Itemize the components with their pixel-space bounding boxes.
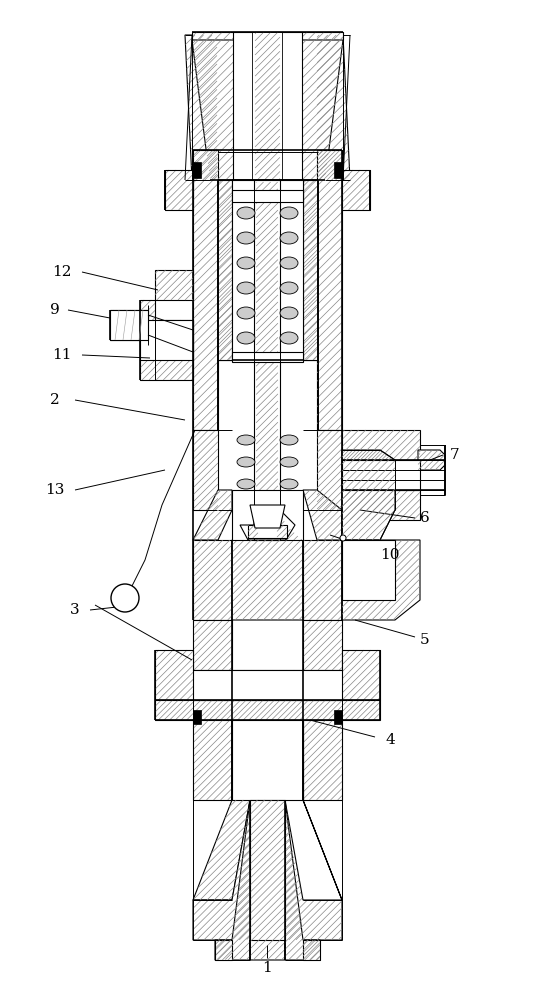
PathPatch shape xyxy=(193,800,250,900)
PathPatch shape xyxy=(215,800,320,960)
Ellipse shape xyxy=(237,435,255,445)
Circle shape xyxy=(111,584,139,612)
PathPatch shape xyxy=(185,35,217,180)
Polygon shape xyxy=(232,352,303,362)
PathPatch shape xyxy=(155,650,380,700)
Text: 2: 2 xyxy=(50,393,60,407)
Polygon shape xyxy=(232,720,303,800)
Text: 4: 4 xyxy=(385,733,395,747)
Ellipse shape xyxy=(280,435,298,445)
Polygon shape xyxy=(232,190,303,202)
Polygon shape xyxy=(193,670,342,700)
Polygon shape xyxy=(252,32,282,180)
Polygon shape xyxy=(342,460,420,490)
PathPatch shape xyxy=(193,540,232,620)
PathPatch shape xyxy=(303,490,342,540)
PathPatch shape xyxy=(215,940,232,960)
PathPatch shape xyxy=(342,170,370,210)
Polygon shape xyxy=(232,490,303,540)
PathPatch shape xyxy=(285,800,342,900)
Ellipse shape xyxy=(280,282,298,294)
PathPatch shape xyxy=(418,450,445,470)
Polygon shape xyxy=(140,320,193,360)
Ellipse shape xyxy=(237,457,255,467)
Ellipse shape xyxy=(237,332,255,344)
Ellipse shape xyxy=(280,457,298,467)
Polygon shape xyxy=(250,800,285,940)
Polygon shape xyxy=(250,505,285,528)
Text: 13: 13 xyxy=(45,483,65,497)
Polygon shape xyxy=(248,525,287,538)
Bar xyxy=(193,162,201,178)
PathPatch shape xyxy=(342,490,420,520)
Text: 3: 3 xyxy=(70,603,80,617)
PathPatch shape xyxy=(155,700,380,720)
Ellipse shape xyxy=(280,332,298,344)
Polygon shape xyxy=(254,180,280,540)
PathPatch shape xyxy=(342,430,420,460)
PathPatch shape xyxy=(140,300,193,380)
PathPatch shape xyxy=(193,430,218,510)
PathPatch shape xyxy=(193,150,232,430)
Ellipse shape xyxy=(280,207,298,219)
PathPatch shape xyxy=(193,800,342,940)
PathPatch shape xyxy=(165,170,193,210)
Text: 6: 6 xyxy=(420,511,430,525)
PathPatch shape xyxy=(256,182,278,538)
PathPatch shape xyxy=(317,430,342,510)
PathPatch shape xyxy=(155,270,193,300)
PathPatch shape xyxy=(217,180,232,360)
PathPatch shape xyxy=(248,525,258,538)
PathPatch shape xyxy=(192,32,343,40)
Polygon shape xyxy=(342,540,395,600)
Ellipse shape xyxy=(280,257,298,269)
PathPatch shape xyxy=(303,150,342,430)
Circle shape xyxy=(340,535,346,541)
PathPatch shape xyxy=(110,310,148,340)
PathPatch shape xyxy=(192,40,343,180)
Bar xyxy=(334,710,342,724)
Polygon shape xyxy=(232,180,303,360)
Text: 9: 9 xyxy=(50,303,60,317)
Bar xyxy=(334,162,342,178)
Polygon shape xyxy=(110,310,148,340)
PathPatch shape xyxy=(232,510,303,620)
PathPatch shape xyxy=(303,940,320,960)
Ellipse shape xyxy=(237,257,255,269)
Ellipse shape xyxy=(280,307,298,319)
PathPatch shape xyxy=(193,720,232,800)
Text: 11: 11 xyxy=(52,348,72,362)
Ellipse shape xyxy=(237,479,255,489)
Ellipse shape xyxy=(237,232,255,244)
Text: 7: 7 xyxy=(450,448,460,462)
PathPatch shape xyxy=(303,720,342,800)
PathPatch shape xyxy=(342,540,420,620)
Polygon shape xyxy=(233,32,302,180)
Ellipse shape xyxy=(280,479,298,489)
PathPatch shape xyxy=(193,490,232,540)
PathPatch shape xyxy=(193,620,232,700)
PathPatch shape xyxy=(255,32,280,180)
Text: 5: 5 xyxy=(420,633,430,647)
PathPatch shape xyxy=(342,450,395,540)
PathPatch shape xyxy=(303,180,318,360)
Text: 10: 10 xyxy=(380,548,400,562)
Ellipse shape xyxy=(237,207,255,219)
PathPatch shape xyxy=(317,35,350,180)
Polygon shape xyxy=(240,510,295,540)
Bar xyxy=(193,710,201,724)
Ellipse shape xyxy=(280,232,298,244)
Ellipse shape xyxy=(237,307,255,319)
PathPatch shape xyxy=(303,540,342,620)
PathPatch shape xyxy=(303,620,342,700)
Text: 12: 12 xyxy=(52,265,72,279)
Ellipse shape xyxy=(237,282,255,294)
Text: 1: 1 xyxy=(262,961,272,975)
PathPatch shape xyxy=(277,525,287,538)
